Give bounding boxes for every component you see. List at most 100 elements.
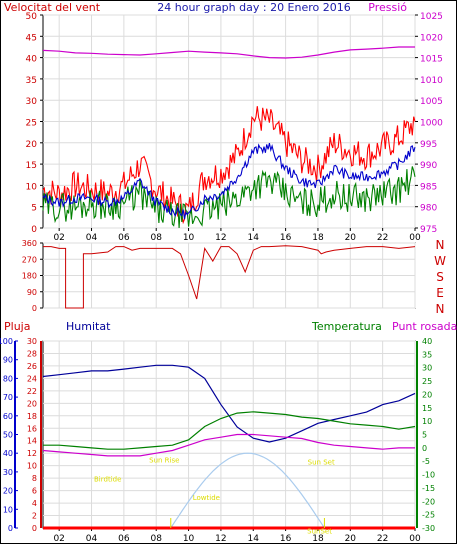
rain-tick-label: 8 <box>32 474 37 483</box>
x-tick-label: 06 <box>118 534 130 544</box>
temperature-tick-label: -25 <box>422 511 435 520</box>
astro-annotation: Sun Rise <box>149 457 179 465</box>
temperature-tick-label: -5 <box>422 457 430 466</box>
x-tick-label: 10 <box>183 233 195 243</box>
series-pressure-line <box>42 46 415 59</box>
rain-tick-label: 16 <box>27 424 37 433</box>
temperature-tick-label: -30 <box>422 524 435 533</box>
x-tick-label: 12 <box>215 233 226 243</box>
humidity-x-axis: 02 04 06 08 10 12 14 16 18 20 22 00 <box>53 528 421 544</box>
x-tick-label: 18 <box>312 534 324 544</box>
y-tick-label: 25 <box>26 119 37 129</box>
series-avg-line <box>42 142 416 220</box>
compass-label: N <box>436 302 445 316</box>
compass-label: N <box>436 238 445 252</box>
temperature-tick-label: -15 <box>422 484 435 493</box>
wind-x-axis: 02 04 06 08 10 12 14 16 18 20 22 00 <box>53 228 421 243</box>
series-direction-line <box>43 245 416 309</box>
rain-tick-label: 6 <box>32 487 37 496</box>
temperature-tick-label: 30 <box>422 364 432 373</box>
direction-grid <box>43 242 416 309</box>
humidity-y-axis: 0 10 20 30 40 50 60 70 80 90 100 <box>0 337 18 533</box>
temperature-tick-label: 0 <box>422 444 427 453</box>
x-tick-label: 14 <box>248 534 260 544</box>
rain-tick-label: 30 <box>27 337 37 346</box>
y-tick-label: 0 <box>31 225 37 235</box>
temperature-tick-label: -20 <box>422 497 435 506</box>
x-tick-label: 16 <box>280 233 292 243</box>
x-tick-label: 20 <box>345 534 357 544</box>
temperature-tick-label: 40 <box>422 337 432 346</box>
x-tick-label: 00 <box>409 233 421 243</box>
y-tick-label: 180 <box>22 272 37 281</box>
temperature-tick-label: -10 <box>422 471 435 480</box>
y2-tick-label: 985 <box>420 182 437 192</box>
temperature-tick-label: 35 <box>422 350 432 359</box>
temperature-tick-label: 10 <box>422 417 432 426</box>
humidity-tick-label: 20 <box>3 487 13 496</box>
humidity-plot-area <box>42 340 416 529</box>
astro-annotation: Sun Set <box>308 458 335 466</box>
y-tick-label: 10 <box>26 182 38 192</box>
series-gust-line <box>42 106 416 225</box>
humidity-tick-label: 70 <box>3 393 13 402</box>
x-tick-label: 14 <box>248 233 260 243</box>
y2-tick-label: 1020 <box>420 33 443 43</box>
y-tick-label: 20 <box>26 140 38 150</box>
rain-tick-label: 12 <box>27 449 37 458</box>
rain-tick-label: 4 <box>32 499 37 508</box>
humidity-tick-label: 80 <box>3 374 13 383</box>
dewpoint-label: Punt rosada <box>392 320 457 333</box>
humidity-tick-label: 10 <box>3 505 13 514</box>
rain-tick-label: 22 <box>27 387 37 396</box>
temperature-tick-label: 25 <box>422 377 432 386</box>
x-tick-label: 20 <box>345 233 357 243</box>
x-tick-label: 00 <box>409 534 421 544</box>
y-tick-label: 0 <box>32 304 37 313</box>
y-tick-label: 15 <box>26 161 37 171</box>
y2-tick-label: 1000 <box>420 119 443 129</box>
humidity-label: Humitat <box>66 320 111 333</box>
rain-tick-label: 24 <box>27 374 37 383</box>
x-tick-label: 08 <box>150 534 162 544</box>
compass-label: S <box>436 270 444 284</box>
rain-tick-label: 20 <box>27 399 37 408</box>
x-tick-label: 16 <box>280 534 292 544</box>
series-other-line <box>42 166 416 229</box>
x-tick-label: 10 <box>183 534 195 544</box>
humidity-series <box>42 364 416 530</box>
temperature-y-axis: -30 -25 -20 -15 -10 -5 0 5 10 15 20 25 30 35 40 <box>416 337 435 533</box>
x-tick-label: 04 <box>86 233 98 243</box>
pressure-label: Pressió <box>368 1 407 14</box>
pressure-y-axis: 975 980 985 990 995 1000 1005 1010 1015 1020 1025 <box>415 12 443 235</box>
humidity-temperature-chart: Pluja Humitat Temperatura Punt rosada 0 1… <box>0 320 457 544</box>
humidity-tick-label: 0 <box>8 524 13 533</box>
temperature-label: Temperatura <box>311 320 382 333</box>
temperature-tick-label: 5 <box>422 431 427 440</box>
y-tick-label: 5 <box>31 204 37 214</box>
series-dewpoint-line <box>42 433 415 457</box>
x-tick-label: 02 <box>53 534 64 544</box>
humidity-tick-label: 90 <box>3 356 13 365</box>
temperature-tick-label: 15 <box>422 404 432 413</box>
x-tick-label: 04 <box>86 534 98 544</box>
humidity-tick-label: 50 <box>3 431 13 440</box>
astro-annotation: Birdtide <box>94 475 121 483</box>
astro-annotation: SunSet <box>307 528 332 536</box>
y-tick-label: 40 <box>26 55 38 65</box>
y2-tick-label: 995 <box>420 140 437 150</box>
direction-series <box>43 245 416 309</box>
astro-annotations: Birdtide Sun Rise Lowtide Sun Set SunSet <box>94 457 335 536</box>
humidity-tick-label: 60 <box>3 412 13 421</box>
x-tick-label: 22 <box>377 233 388 243</box>
rain-label: Pluja <box>4 320 30 333</box>
y-tick-label: 30 <box>26 97 38 107</box>
x-tick-label: 08 <box>150 233 162 243</box>
y-tick-label: 50 <box>26 12 38 22</box>
temperature-tick-label: 20 <box>422 390 432 399</box>
